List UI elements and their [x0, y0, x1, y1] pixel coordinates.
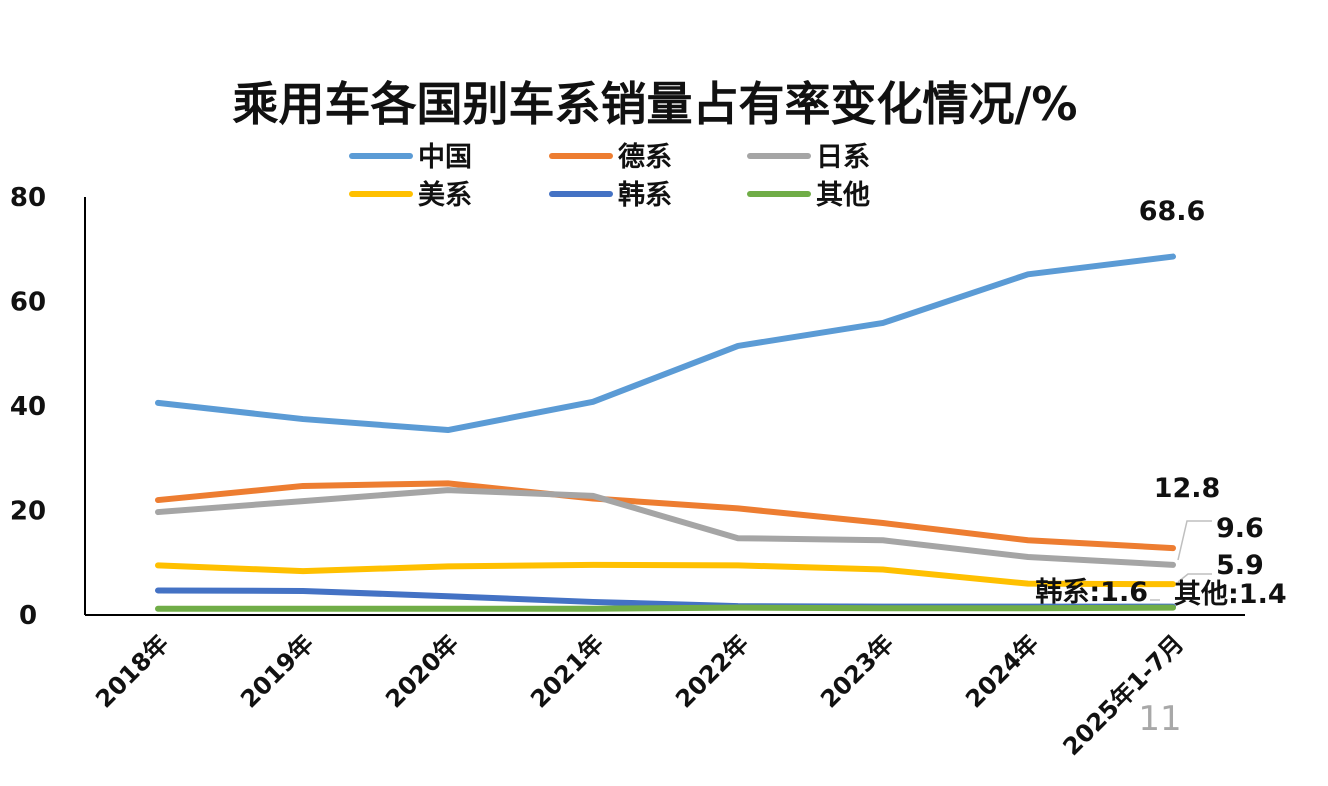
data-label: 5.9 — [1216, 550, 1264, 581]
data-label-leader — [1177, 520, 1212, 561]
x-tick-label: 2023年 — [815, 629, 899, 713]
x-tick-label: 2022年 — [670, 629, 754, 713]
y-tick-label: 20 — [10, 497, 46, 527]
x-tick-label: 2020年 — [380, 629, 464, 713]
data-label: 9.6 — [1216, 513, 1264, 544]
x-tick-label: 2024年 — [960, 629, 1044, 713]
y-tick-label: 60 — [10, 288, 46, 318]
series-lines — [155, 253, 1176, 612]
legend-label: 韩系 — [618, 180, 672, 211]
data-label: 12.8 — [1154, 473, 1221, 504]
y-tick-label: 0 — [19, 601, 37, 631]
data-label-leader — [1177, 573, 1212, 583]
series-line — [155, 604, 1176, 612]
series-line — [155, 487, 1176, 568]
legend-label: 日系 — [816, 142, 870, 173]
data-label: 其他:1.4 — [1174, 579, 1287, 610]
x-tick-label: 2019年 — [235, 629, 319, 713]
legend-label: 中国 — [418, 142, 472, 173]
data-label: 韩系:1.6 — [1035, 577, 1148, 608]
y-tick-label: 80 — [10, 183, 46, 213]
x-axis: 2018年 2019年 2020年 2021年 2022年 2023年 2024年 2025年… — [85, 614, 1245, 761]
series-line — [155, 587, 1176, 610]
x-tick-label: 2021年 — [525, 629, 609, 713]
chart-title: 乘用车各国别车系销量占有率变化情况/% — [233, 77, 1078, 131]
data-label: 68.6 — [1139, 196, 1206, 227]
y-tick-label: 40 — [10, 392, 46, 422]
x-tick-label: 2018年 — [90, 629, 174, 713]
legend-label: 德系 — [618, 142, 672, 173]
y-axis: 0 20 40 60 80 — [10, 183, 86, 631]
series-line — [155, 480, 1176, 552]
legend-label: 其他 — [816, 180, 870, 211]
legend-label: 美系 — [418, 179, 472, 211]
x-tick-label: 2025年1-7月 — [1058, 629, 1190, 761]
end-labels: 68.6 12.8 9.6 5.9 韩系:1.6 其他:1.4 — [1035, 196, 1286, 610]
series-line — [155, 561, 1176, 588]
page-number-overlay: 11 — [1138, 699, 1181, 739]
series-line — [155, 253, 1176, 434]
